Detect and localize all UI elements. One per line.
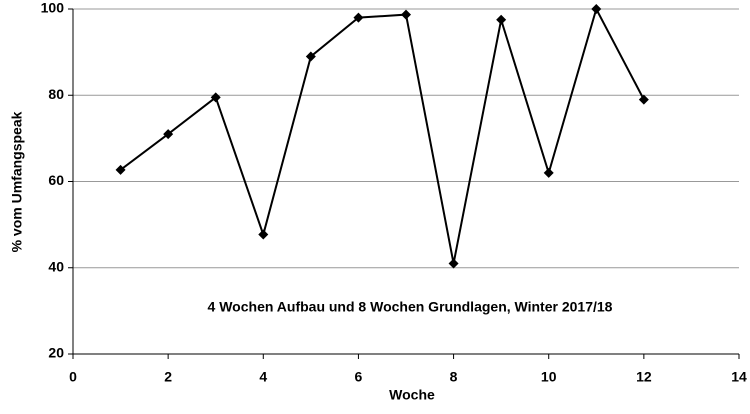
marker [305, 51, 316, 62]
x-tick-label: 12 [636, 369, 652, 385]
y-axis-label: % vom Umfangspeak [9, 111, 25, 252]
y-tick-label: 40 [48, 258, 64, 274]
y-tick-label: 60 [48, 172, 64, 188]
y-tick-label: 20 [48, 345, 64, 361]
marker [448, 258, 459, 269]
x-tick-label: 2 [164, 369, 172, 385]
x-tick-label: 0 [69, 369, 77, 385]
marker [258, 229, 269, 240]
x-axis-label: Woche [389, 387, 435, 403]
annotation: 4 Wochen Aufbau und 8 Wochen Grundlagen,… [208, 299, 613, 315]
marker [401, 9, 411, 20]
x-tick-label: 6 [355, 369, 363, 385]
marker [496, 14, 507, 25]
marker [210, 92, 221, 103]
line [119, 6, 645, 264]
y-tick-label: 80 [48, 86, 64, 102]
marker [591, 4, 602, 14]
marker [543, 167, 554, 178]
marker [115, 164, 126, 175]
x-tick-label: 4 [259, 369, 267, 385]
marker [353, 12, 364, 23]
x-tick-label: 10 [541, 369, 557, 385]
x-tick-label: 14 [731, 369, 747, 385]
marker [163, 129, 174, 140]
x-tick-label: 8 [450, 369, 458, 385]
marker [638, 94, 649, 105]
y-tick-label: 100 [41, 0, 65, 16]
